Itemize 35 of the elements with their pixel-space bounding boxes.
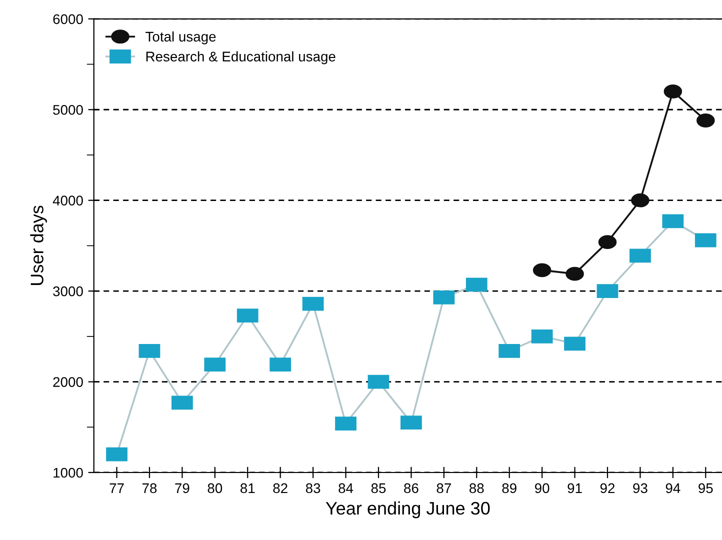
x-tick-label: 87 [436, 483, 451, 494]
x-tick-label: 77 [110, 483, 124, 493]
x-tick-label: 82 [273, 483, 288, 494]
x-tick-label: 85 [371, 483, 386, 494]
x-tick-label: 81 [240, 483, 255, 494]
x-tick-label: 95 [698, 483, 713, 494]
legend-label: Total usage [146, 31, 216, 44]
point [696, 114, 715, 128]
x-tick-label: 93 [633, 483, 648, 494]
x-tick-label: 92 [600, 483, 615, 494]
point [566, 266, 584, 281]
x-tick-label: 89 [502, 483, 516, 494]
y-tick-label: 3000 [53, 286, 83, 296]
y-tick-label: 1000 [54, 468, 83, 478]
x-tick-label: 84 [338, 483, 354, 494]
x-tick-label: 88 [470, 483, 484, 494]
x-tick-label: 79 [175, 483, 190, 494]
x-tick-label: 80 [208, 483, 222, 494]
point [598, 235, 617, 250]
x-axis-title: Year ending June 30 [326, 501, 490, 518]
y-tick-label: 5000 [53, 104, 83, 115]
x-tick-label: 91 [568, 483, 582, 494]
y-axis-title: User days [30, 206, 47, 285]
x-tick-label: 78 [142, 483, 157, 494]
point [532, 263, 552, 278]
x-tick-label: 94 [666, 483, 680, 494]
x-tick-label: 90 [534, 483, 550, 494]
point [631, 193, 650, 208]
x-tick-label: 83 [306, 483, 320, 494]
y-tick-label: 2000 [53, 377, 83, 387]
y-tick-label: 6000 [53, 14, 83, 24]
legend-label: Research & Educational usage [146, 51, 336, 64]
x-tick-label: 86 [404, 483, 418, 494]
point [664, 84, 682, 98]
y-tick-label: 4000 [52, 196, 83, 206]
